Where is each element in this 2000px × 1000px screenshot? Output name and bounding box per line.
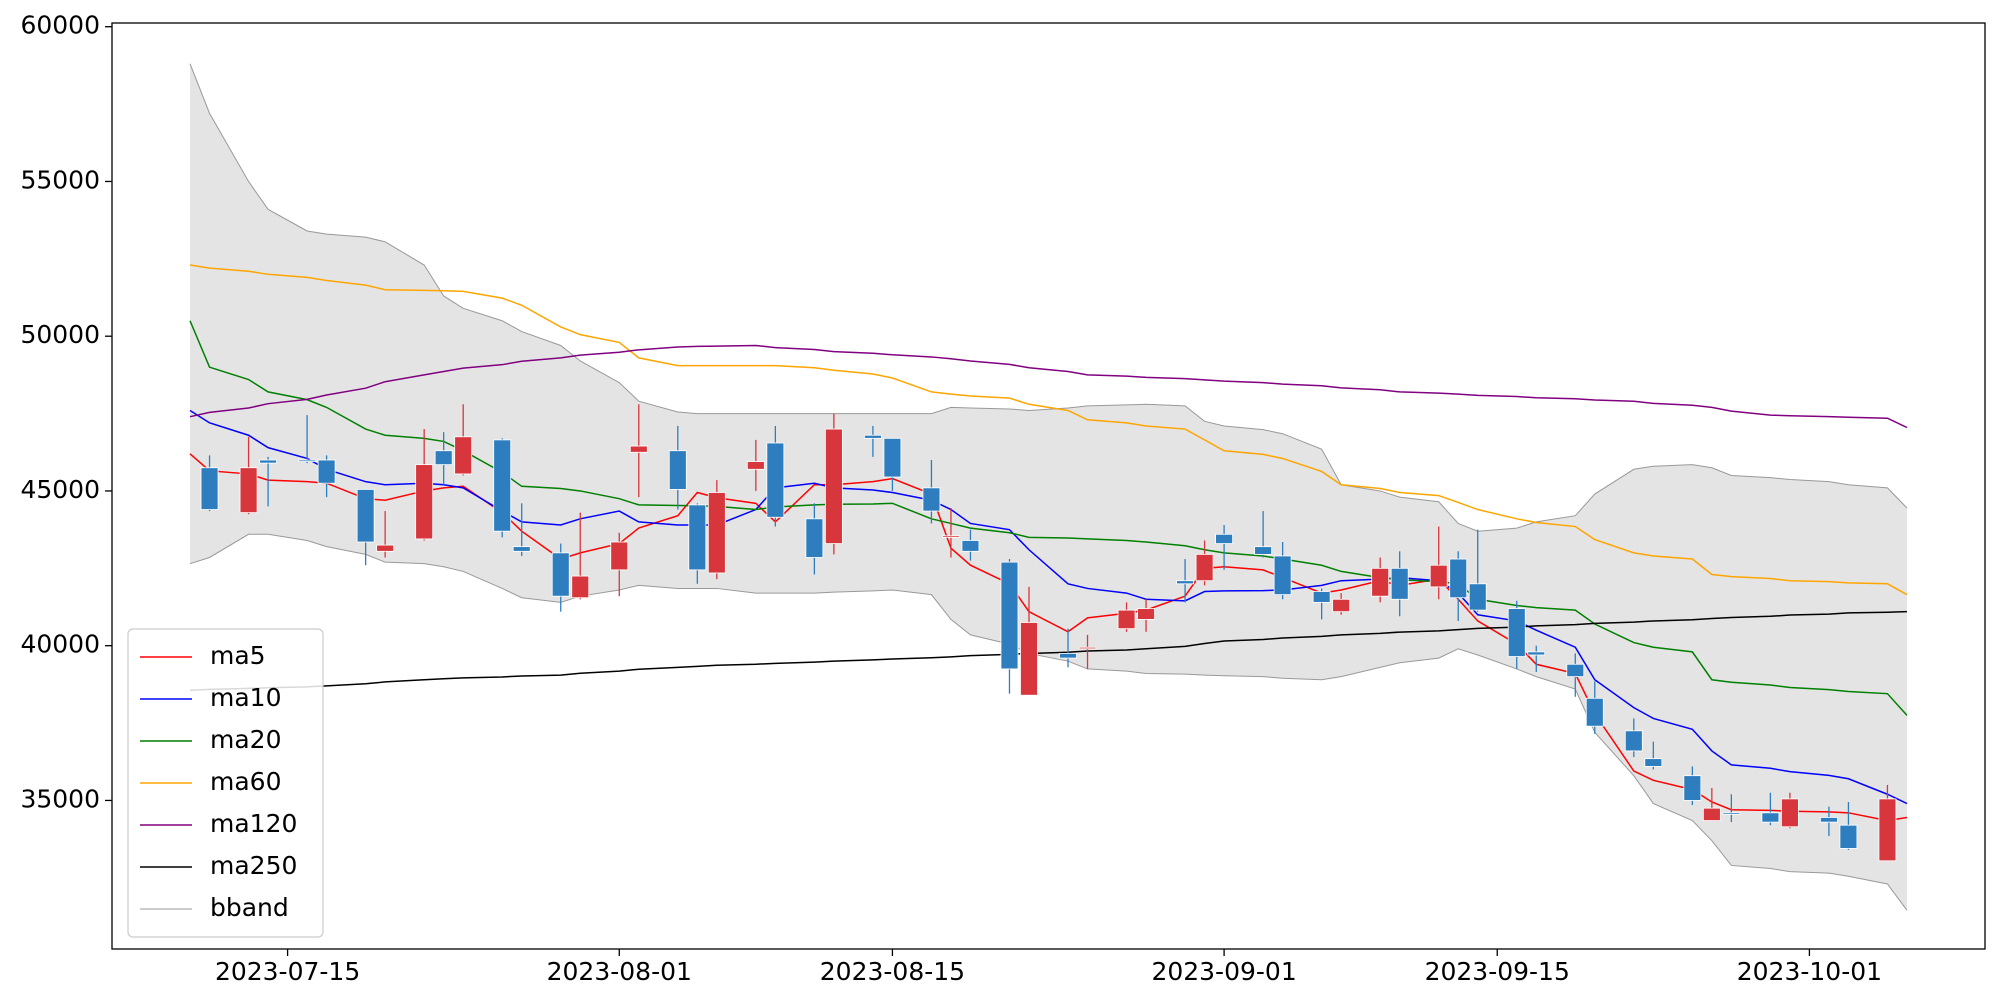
candle-body <box>1566 663 1585 678</box>
candle-body <box>864 434 882 439</box>
candle-body <box>1390 567 1409 600</box>
candle-body <box>356 489 375 543</box>
x-tick-label: 2023-07-15 <box>215 957 360 986</box>
candle-layer <box>200 404 1897 862</box>
candle-body <box>1429 564 1448 588</box>
candle-body <box>1527 651 1546 656</box>
x-tick-label: 2023-10-01 <box>1737 957 1882 986</box>
candle-body <box>1059 653 1077 659</box>
candle-body <box>1722 812 1741 815</box>
band-layer <box>189 63 1908 911</box>
candle-body <box>1468 583 1487 611</box>
y-tick-label: 55000 <box>20 165 100 194</box>
candle-body <box>200 467 219 510</box>
plot-frame <box>111 22 1986 950</box>
candle-body <box>746 461 765 470</box>
candle-body <box>1507 608 1526 657</box>
candle-body <box>1644 758 1663 767</box>
ma-line <box>190 610 1907 692</box>
candle-body <box>707 492 726 574</box>
ma-line <box>189 344 1908 429</box>
candle-body <box>512 546 531 552</box>
band-upper <box>189 63 1908 532</box>
legend: ma5 ma10 ma20 ma60 ma120 ma250 bband <box>127 628 324 938</box>
candle-body <box>805 518 824 558</box>
candle-body <box>1215 533 1233 544</box>
legend-frame <box>127 628 324 938</box>
candle-body <box>766 442 785 518</box>
candle-body <box>942 535 960 538</box>
axis-layer: 35000 40000 45000 50000 55000 60000 2023-07-15… <box>20 11 1882 986</box>
candle-body <box>610 541 629 571</box>
candle-body <box>1624 730 1643 752</box>
candle-body <box>1449 558 1468 599</box>
candle-body <box>1780 798 1799 828</box>
candle-body <box>629 445 648 453</box>
legend-label: ma5 <box>210 641 266 670</box>
candle-body <box>1176 580 1194 585</box>
legend-label: ma10 <box>210 683 281 712</box>
candle-body <box>551 552 570 597</box>
candle-body <box>1117 609 1136 630</box>
candle-body <box>1332 598 1351 613</box>
candle-body <box>1839 824 1858 849</box>
ma-line <box>189 409 1908 805</box>
candle-body <box>493 439 512 532</box>
candle-body <box>688 504 707 571</box>
band-fill <box>190 63 1907 911</box>
candle-body <box>1000 561 1019 670</box>
candle-body <box>1761 812 1780 823</box>
x-tick-label: 2023-09-01 <box>1151 957 1296 986</box>
candle-body <box>1273 555 1292 596</box>
legend-label: ma20 <box>210 725 281 754</box>
candle-body <box>1078 646 1097 650</box>
y-tick-label: 35000 <box>20 784 100 813</box>
candle-body <box>961 540 980 552</box>
candle-body <box>1371 567 1390 597</box>
candle-body <box>1137 608 1155 620</box>
candle-body <box>824 428 843 544</box>
y-tick-label: 50000 <box>20 320 100 349</box>
candle-body <box>415 464 434 540</box>
y-tick-label: 40000 <box>20 630 100 659</box>
candle-body <box>298 459 317 462</box>
candle-body <box>317 459 336 484</box>
candle-body <box>1195 553 1214 582</box>
y-tick-label: 45000 <box>20 475 100 504</box>
candle-body <box>1683 775 1702 801</box>
candle-body <box>1020 622 1038 696</box>
candle-body <box>1820 817 1838 823</box>
y-tick-label: 60000 <box>20 11 100 40</box>
legend-label: bband <box>210 893 289 922</box>
legend-label: ma250 <box>210 851 297 880</box>
candle-body <box>1878 798 1897 862</box>
candle-body <box>1312 591 1331 603</box>
candle-body <box>454 436 473 475</box>
candle-body <box>883 437 902 478</box>
candle-body <box>239 467 258 514</box>
candle-body <box>1702 807 1721 821</box>
candle-body <box>571 575 590 599</box>
candle-body <box>434 450 453 466</box>
candle-body <box>922 487 941 512</box>
ma-line <box>189 264 1908 596</box>
x-tick-label: 2023-09-15 <box>1425 957 1570 986</box>
ma-line <box>189 453 1908 822</box>
candle-body <box>1585 697 1604 727</box>
legend-label: ma120 <box>210 809 297 838</box>
candle-body <box>1254 546 1273 555</box>
x-tick-label: 2023-08-15 <box>820 957 965 986</box>
candle-body <box>259 459 277 464</box>
candle-body <box>668 450 687 490</box>
band-lower <box>189 533 1908 911</box>
legend-label: ma60 <box>210 767 281 796</box>
candle-body <box>376 544 395 552</box>
x-tick-label: 2023-08-01 <box>547 957 692 986</box>
